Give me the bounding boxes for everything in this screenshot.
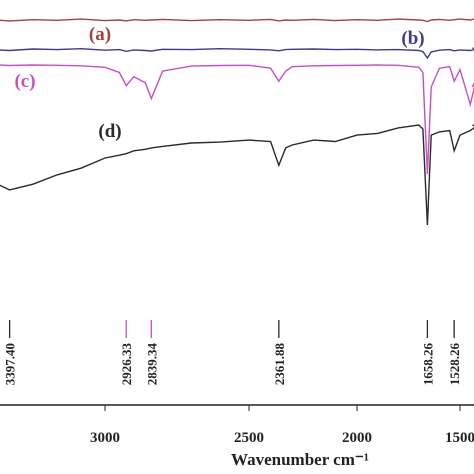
x-tick-label: 2500 <box>234 430 264 446</box>
series-line <box>0 64 474 175</box>
peak-label: 2926.33 <box>119 343 134 386</box>
series-line <box>0 18 474 23</box>
x-tick-label: 3000 <box>90 430 120 446</box>
series-label: (b) <box>401 28 424 49</box>
peak-label: 2361.88 <box>272 343 287 386</box>
x-axis-label: Wavenumber cm⁻¹ <box>231 450 369 469</box>
x-tick-label: 2000 <box>342 430 372 446</box>
series-label: (d) <box>98 121 121 142</box>
series-line <box>0 47 474 60</box>
peak-label: 1528.26 <box>447 343 462 386</box>
series-line <box>0 124 474 226</box>
series-label: (c) <box>14 71 35 92</box>
peak-label: 2839.34 <box>144 343 159 386</box>
x-tick-label: 1500 <box>445 430 474 446</box>
peak-label: 3397.40 <box>3 343 18 385</box>
series-label: (a) <box>89 24 111 45</box>
peak-label: 1658.26 <box>420 343 435 386</box>
